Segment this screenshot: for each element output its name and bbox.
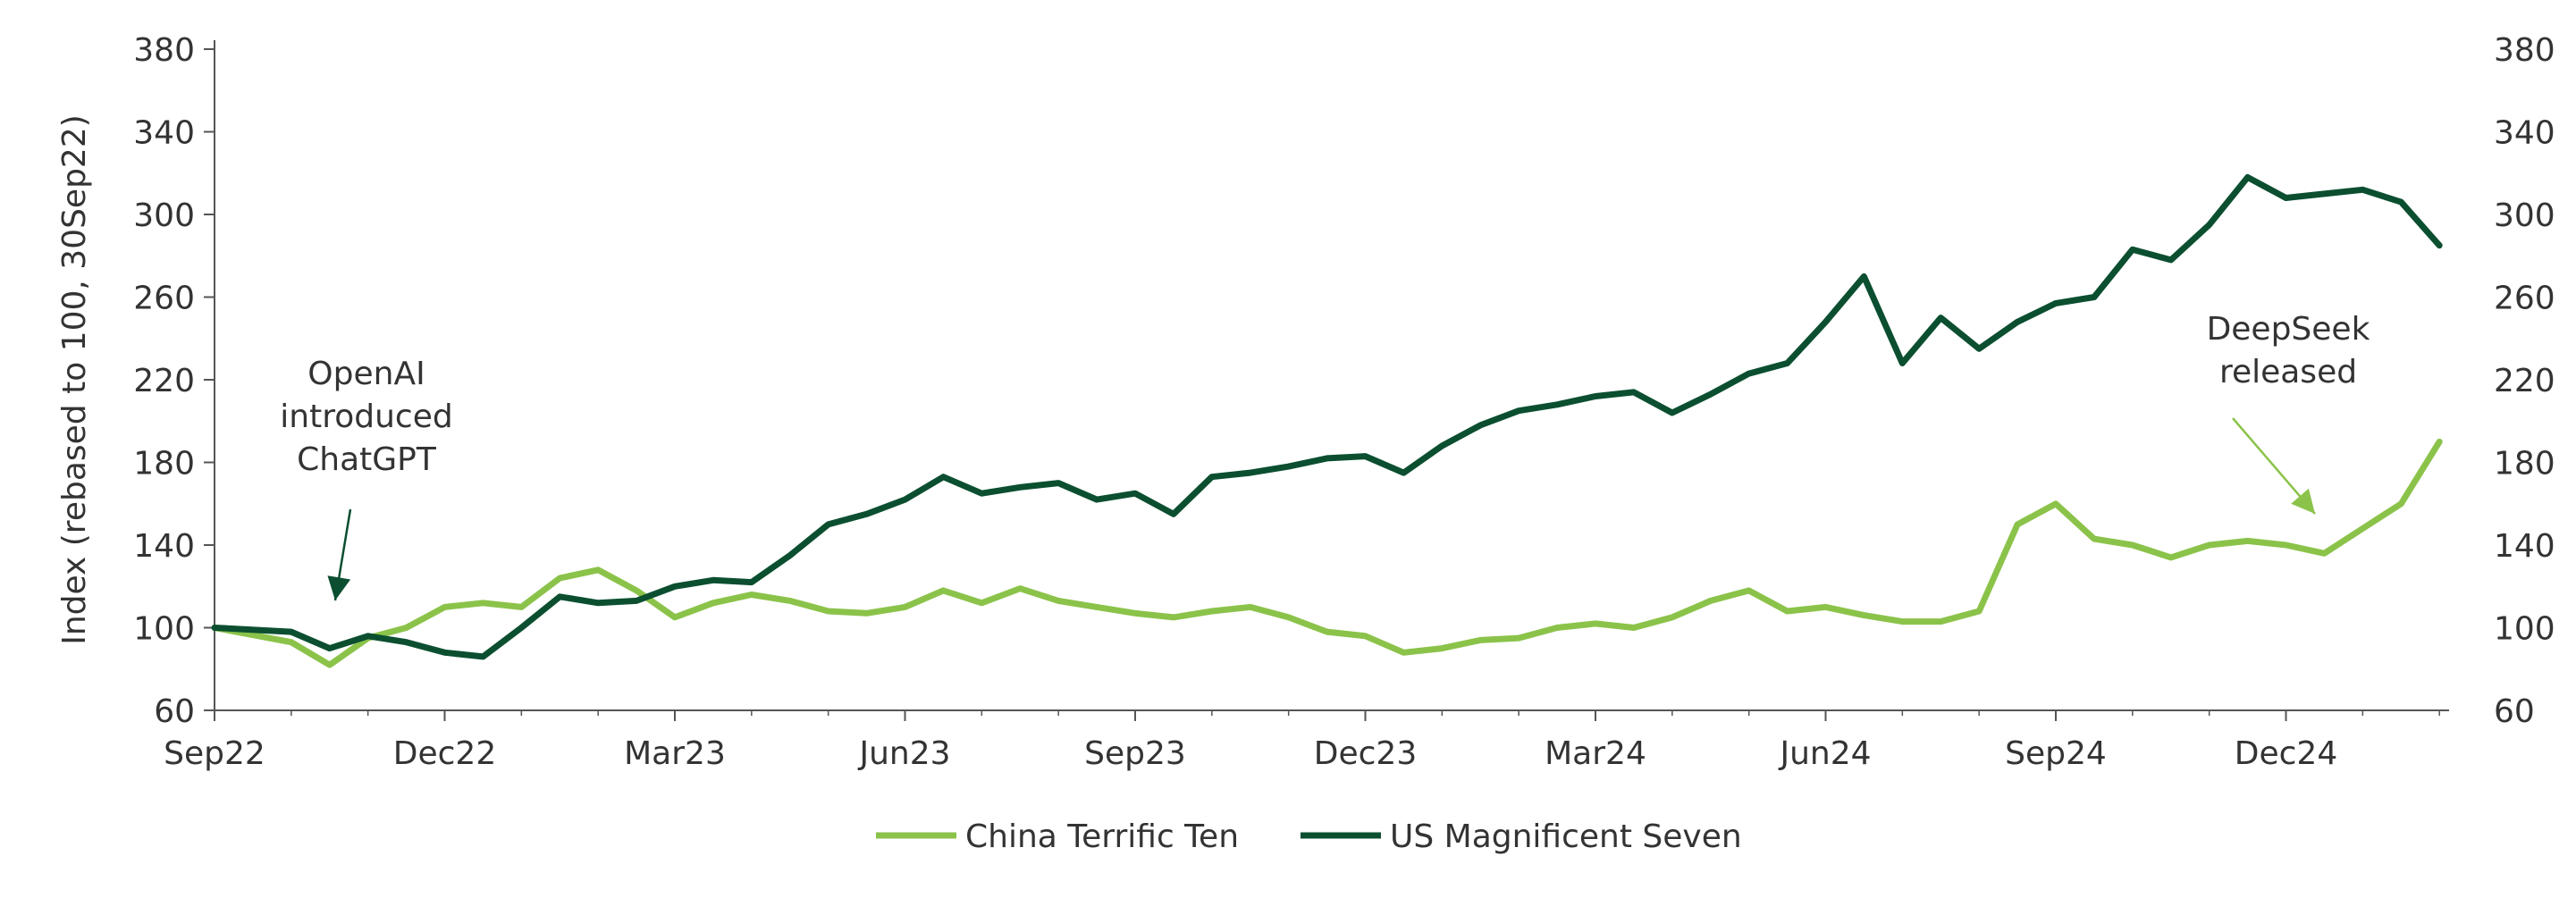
x-tick-label: Jun24 <box>1778 735 1871 772</box>
y-tick-label-right: 180 <box>2494 446 2555 483</box>
y-tick-label-left: 60 <box>154 693 195 730</box>
y-tick-label-left: 260 <box>133 281 195 317</box>
x-tick-label: Sep22 <box>164 735 265 772</box>
annotation-openai-line: OpenAI <box>307 356 425 392</box>
y-tick-label-right: 100 <box>2494 611 2555 648</box>
annotation-deepseek-line: released <box>2219 354 2357 390</box>
legend-label-china-terrific-ten: China Terrific Ten <box>965 818 1239 855</box>
x-tick-label: Mar23 <box>624 735 726 772</box>
y-tick-label-left: 140 <box>133 528 195 565</box>
x-tick-label: Mar24 <box>1545 735 1646 772</box>
y-tick-label-right: 140 <box>2494 528 2555 565</box>
annotation-openai-line: introduced <box>280 399 452 435</box>
legend: China Terrific Ten US Magnificent Seven <box>876 818 1742 855</box>
y-tick-label-right: 380 <box>2494 32 2555 69</box>
annotation-deepseek-line: DeepSeek <box>2207 311 2370 348</box>
y-axis-right-tick-labels: 60 100 140 180 220 260 300 340 380 <box>2494 32 2555 730</box>
x-tick-label: Sep23 <box>1084 735 1186 772</box>
axes <box>204 40 2449 721</box>
y-axis-left-tick-labels: 60 100 140 180 220 260 300 340 380 <box>133 32 195 730</box>
y-axis-title: Index (rebased to 100, 30Sep22) <box>56 114 93 645</box>
x-axis-tick-labels: Sep22 Dec22 Mar23 Jun23 Sep23 Dec23 Mar24 Jun24… <box>164 735 2337 772</box>
x-tick-label: Dec24 <box>2235 735 2337 772</box>
series-line-china-terrific-ten <box>215 441 2439 665</box>
y-tick-label-right: 300 <box>2494 197 2555 234</box>
y-tick-label-left: 180 <box>133 446 195 483</box>
y-tick-label-left: 100 <box>133 611 195 648</box>
y-tick-label-left: 340 <box>133 115 195 152</box>
y-tick-label-right: 260 <box>2494 281 2555 317</box>
series-layer <box>215 177 2439 665</box>
y-tick-label-left: 300 <box>133 197 195 234</box>
y-tick-label-right: 60 <box>2494 693 2535 730</box>
x-tick-label: Dec22 <box>393 735 496 772</box>
y-tick-label-right: 220 <box>2494 363 2555 399</box>
y-tick-label-right: 340 <box>2494 115 2555 152</box>
annotation-openai-arrow-head <box>327 575 350 600</box>
y-tick-label-left: 220 <box>133 363 195 399</box>
legend-label-us-magnificent-seven: US Magnificent Seven <box>1390 818 1742 855</box>
annotation-openai-line: ChatGPT <box>297 441 437 478</box>
x-tick-label: Dec23 <box>1314 735 1417 772</box>
x-tick-label: Jun23 <box>857 735 950 772</box>
y-tick-label-left: 380 <box>133 32 195 69</box>
annotation-deepseek-arrow-head <box>2291 489 2315 514</box>
x-tick-label: Sep24 <box>2005 735 2107 772</box>
